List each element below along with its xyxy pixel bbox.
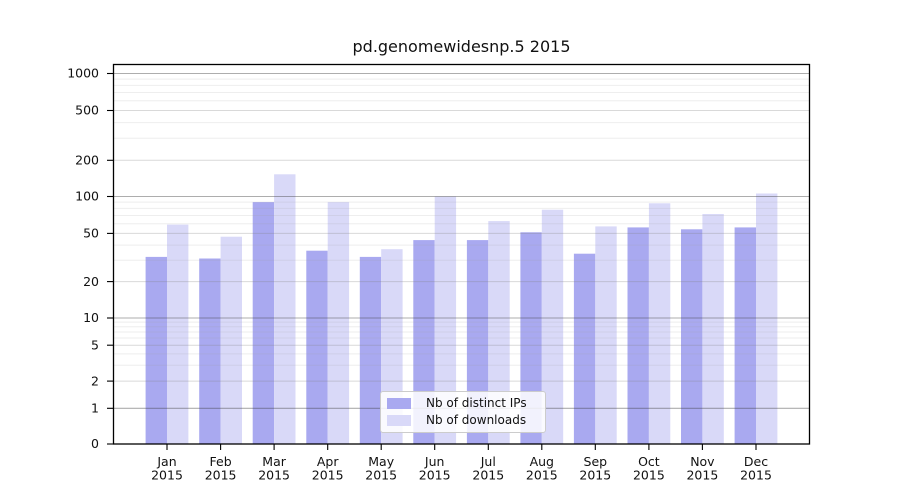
- bar-nb-of-downloads-oct: [648, 203, 671, 444]
- bar-nb-of-downloads-aug: [541, 209, 564, 444]
- bar-nb-of-downloads-jun: [434, 196, 457, 444]
- x-tick-label-mar: Mar: [262, 454, 286, 469]
- y-tick-label-500: 500: [75, 103, 99, 118]
- x-tick-label-feb-year: 2015: [205, 468, 237, 483]
- legend-label-downloads: Nb of downloads: [426, 413, 527, 427]
- legend-label-distinct-ips: Nb of distinct IPs: [426, 396, 527, 410]
- x-tick-label-jan: Jan: [156, 454, 176, 469]
- bar-nb-of-distinct-ips-jan: [145, 256, 167, 444]
- legend-item-distinct-ips: Nb of distinct IPs: [387, 397, 545, 410]
- x-tick-label-mar-year: 2015: [258, 468, 290, 483]
- axes-frame: [112, 63, 811, 445]
- x-tick-label-nov-year: 2015: [686, 468, 718, 483]
- legend-item-downloads: Nb of downloads: [387, 414, 545, 427]
- x-tick-label-apr-year: 2015: [312, 468, 344, 483]
- x-tick-label-oct-year: 2015: [633, 468, 665, 483]
- y-tick-label-100: 100: [75, 189, 99, 204]
- y-tick-label-1: 1: [91, 401, 99, 416]
- x-tick-label-aug-year: 2015: [526, 468, 558, 483]
- bar-nb-of-downloads-sep: [595, 226, 617, 444]
- bar-nb-of-distinct-ips-oct: [627, 227, 649, 444]
- x-tick-label-jun-year: 2015: [419, 468, 451, 483]
- y-tick-label-2: 2: [91, 373, 99, 388]
- bar-nb-of-distinct-ips-nov: [681, 229, 703, 444]
- chart-title: pd.genomewidesnp.5 2015: [352, 37, 571, 56]
- x-tick-label-jun: Jun: [424, 454, 445, 469]
- x-tick-label-jan-year: 2015: [151, 468, 183, 483]
- x-tick-label-feb: Feb: [210, 454, 232, 469]
- y-tick-label-50: 50: [83, 226, 99, 241]
- x-tick-label-dec: Dec: [744, 454, 768, 469]
- y-tick-label-5: 5: [91, 337, 99, 352]
- legend: Nb of distinct IPs Nb of downloads: [380, 391, 546, 433]
- bar-nb-of-downloads-dec: [756, 193, 778, 444]
- x-tick-label-may-year: 2015: [365, 468, 397, 483]
- y-tick-label-20: 20: [83, 274, 99, 289]
- bar-nb-of-downloads-feb: [220, 236, 242, 444]
- y-tick-label-0: 0: [91, 436, 99, 451]
- x-tick-label-nov: Nov: [690, 454, 715, 469]
- y-tick-label-10: 10: [83, 310, 99, 325]
- x-tick-label-apr: Apr: [317, 454, 339, 469]
- bar-nb-of-distinct-ips-apr: [306, 250, 328, 444]
- x-tick-label-sep-year: 2015: [579, 468, 611, 483]
- bar-nb-of-distinct-ips-sep: [573, 253, 596, 444]
- x-tick-label-aug: Aug: [530, 454, 554, 469]
- bar-nb-of-distinct-ips-dec: [734, 227, 756, 444]
- bar-nb-of-downloads-jan: [167, 224, 189, 444]
- bar-nb-of-distinct-ips-feb: [199, 258, 221, 444]
- bar-nb-of-downloads-apr: [327, 202, 350, 444]
- bar-nb-of-downloads-jul: [488, 221, 510, 444]
- bar-nb-of-downloads-nov: [702, 214, 724, 444]
- x-tick-label-jul-year: 2015: [472, 468, 504, 483]
- bar-nb-of-distinct-ips-may: [359, 256, 382, 444]
- x-tick-label-dec-year: 2015: [740, 468, 772, 483]
- y-tick-label-1000: 1000: [67, 66, 99, 81]
- y-tick-label-200: 200: [75, 153, 99, 168]
- legend-swatch-downloads: [387, 415, 411, 426]
- x-tick-label-may: May: [368, 454, 394, 469]
- bar-nb-of-distinct-ips-mar: [252, 202, 275, 444]
- x-tick-label-oct: Oct: [638, 454, 660, 469]
- x-tick-label-sep: Sep: [584, 454, 608, 469]
- bar-nb-of-downloads-mar: [274, 174, 296, 445]
- legend-swatch-distinct-ips: [387, 398, 411, 409]
- x-tick-label-jul: Jul: [480, 454, 496, 469]
